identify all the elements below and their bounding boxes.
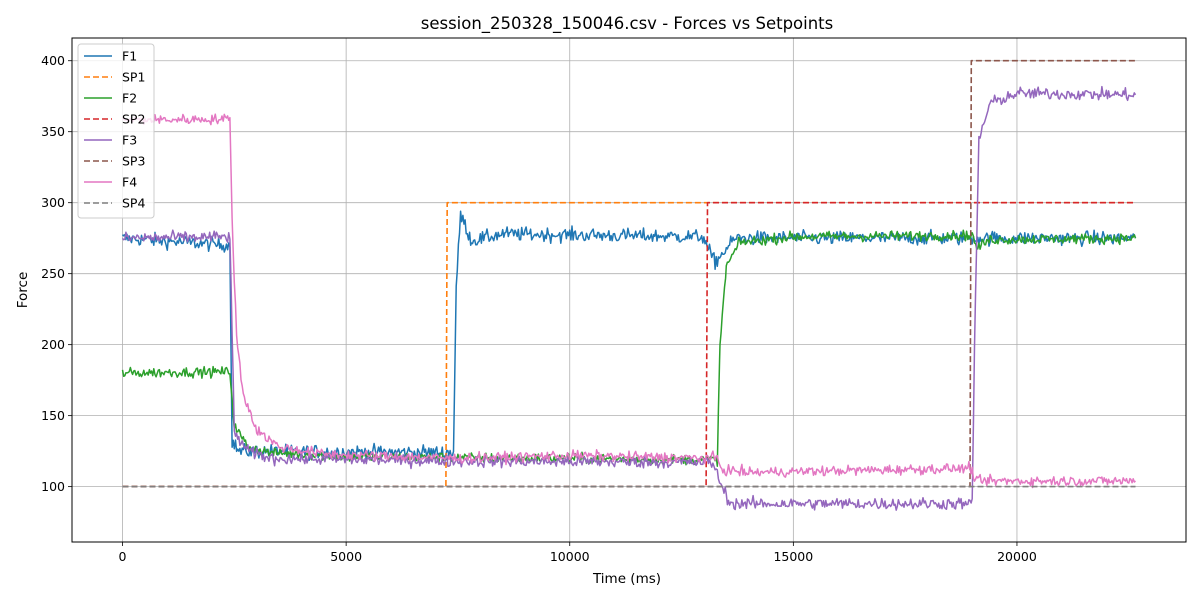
grid xyxy=(72,38,1186,542)
series-line-f3 xyxy=(121,85,1137,511)
legend: F1 SP1 F2 SP2 F3 SP3 F4 SP4 xyxy=(77,43,155,219)
y-tick-label: 250 xyxy=(41,266,65,281)
y-tick-label: 100 xyxy=(41,479,65,494)
legend-label-f4: F4 xyxy=(122,175,137,190)
plot-series xyxy=(121,59,1137,511)
legend-label-sp2: SP2 xyxy=(122,112,145,127)
y-tick-label: 300 xyxy=(41,195,65,210)
legend-label-f1: F1 xyxy=(122,49,137,64)
x-axis-title: Time (ms) xyxy=(592,571,661,587)
x-tick-label: 0 xyxy=(119,549,127,564)
plot-frame xyxy=(71,37,1187,543)
legend-label-f3: F3 xyxy=(122,133,137,148)
legend-label-f2: F2 xyxy=(122,91,137,106)
legend-label-sp3: SP3 xyxy=(122,154,145,169)
x-tick-label: 10000 xyxy=(550,549,590,564)
series-line-f4 xyxy=(121,113,1136,489)
x-tick-label: 20000 xyxy=(997,549,1037,564)
y-tick-label: 150 xyxy=(41,408,65,423)
legend-label-sp4: SP4 xyxy=(122,196,145,211)
y-tick-label: 350 xyxy=(41,124,65,139)
axis-ticks: 0 5000 10000 15000 20000 100 150 200 250 300 350 40… xyxy=(41,53,1037,564)
y-tick-label: 200 xyxy=(41,337,65,352)
legend-box xyxy=(77,43,155,219)
chart-title: session_250328_150046.csv - Forces vs Se… xyxy=(421,14,834,34)
legend-label-sp1: SP1 xyxy=(122,70,145,85)
y-tick-label: 400 xyxy=(41,53,65,68)
x-tick-label: 15000 xyxy=(773,549,813,564)
series-line-f2 xyxy=(121,229,1137,467)
y-axis-title: Force xyxy=(15,272,31,309)
x-tick-label: 5000 xyxy=(330,549,362,564)
